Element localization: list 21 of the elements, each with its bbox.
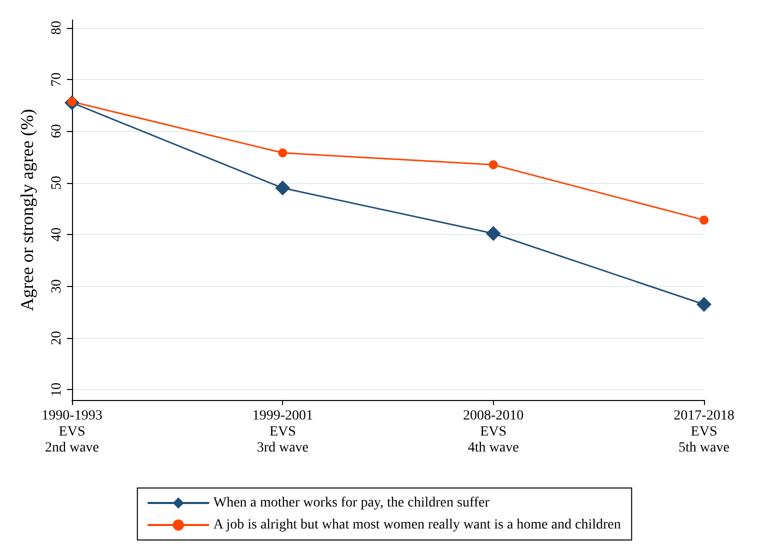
y-tick-label: 50 [50, 176, 64, 190]
y-tick-label: 80 [50, 20, 64, 35]
x-tick-label: 2017-2018 EVS 5th wave [674, 408, 734, 456]
point [278, 148, 288, 158]
y-tick-label: 10 [50, 382, 64, 397]
x-tick-label: 1999-2001 EVS 3rd wave [252, 408, 314, 456]
y-tick-label: 30 [50, 279, 64, 294]
y-tick-label: 60 [50, 124, 64, 138]
x-tick-label: 1990-1993 EVS 2nd wave [42, 408, 102, 456]
point [275, 180, 290, 196]
point [700, 216, 708, 225]
y-tick-label: 20 [50, 330, 64, 345]
point [488, 160, 498, 170]
legend-label: When a mother works for pay, the children suffer [213, 496, 490, 510]
point [696, 296, 712, 312]
point [486, 226, 501, 242]
y-axis-title: Agree or strongly agree (%) [17, 109, 37, 311]
x-tick-label: 2008-2010 EVS 4th wave [462, 408, 524, 456]
y-tick-label: 40 [50, 228, 64, 242]
y-tick-label: 70 [50, 72, 64, 86]
legend-label: A job is alright but what most women really want is a home and children [213, 518, 621, 532]
